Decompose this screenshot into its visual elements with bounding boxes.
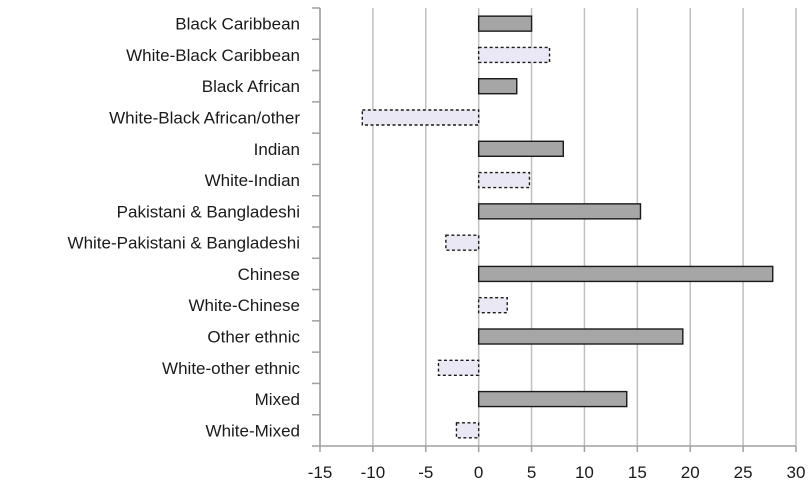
- category-label: Black Caribbean: [175, 15, 300, 34]
- bar-white-chinese: [477, 297, 508, 314]
- bar-indian: [477, 140, 564, 157]
- x-tick-label: -5: [418, 463, 433, 482]
- x-tick-label: 10: [575, 463, 594, 482]
- category-label: Mixed: [255, 390, 300, 409]
- category-label: Black African: [202, 77, 300, 96]
- x-tick-label: 0: [474, 463, 483, 482]
- x-tick-label: 5: [527, 463, 536, 482]
- category-label: White-Indian: [205, 171, 300, 190]
- category-label: White-Black African/other: [109, 109, 300, 128]
- bar-other-ethnic: [477, 328, 684, 345]
- gridlines: [319, 8, 797, 446]
- bar-black-african: [477, 78, 518, 95]
- bar-white-mixed: [455, 422, 480, 439]
- category-label: Other ethnic: [207, 328, 300, 347]
- bar-white-pakistani-bangladeshi: [445, 234, 480, 251]
- axes: [312, 7, 797, 452]
- x-tick-label: 30: [787, 463, 806, 482]
- bar-mixed: [477, 390, 628, 408]
- bar-white-indian: [477, 171, 531, 189]
- bar-white-black-african-other: [361, 109, 480, 126]
- x-tick-label: 20: [681, 463, 700, 482]
- category-label: White-Black Caribbean: [126, 46, 300, 65]
- category-label: Indian: [254, 140, 300, 159]
- x-tick-label: 15: [628, 463, 647, 482]
- category-label: White-Mixed: [206, 421, 300, 440]
- bar-black-caribbean: [477, 15, 533, 32]
- x-tick-label: 25: [734, 463, 753, 482]
- category-label: Pakistani & Bangladeshi: [117, 202, 300, 221]
- category-labels: Black Caribbean White-Black Caribbean Blac…: [68, 15, 301, 441]
- bar-white-black-caribbean: [477, 46, 551, 64]
- x-tick-labels: -15 -10 -5 0 5 10 15 20 25 30: [308, 463, 806, 482]
- category-label: White-Pakistani & Bangladeshi: [68, 234, 300, 253]
- category-label: White-other ethnic: [162, 359, 300, 378]
- bar-white-other-ethnic: [437, 359, 480, 376]
- category-label: White-Chinese: [189, 296, 301, 315]
- category-label: Chinese: [238, 265, 300, 284]
- bars: [361, 15, 774, 439]
- bar-chinese: [477, 265, 774, 283]
- bar-pakistani-bangladeshi: [477, 203, 642, 220]
- x-tick-label: -15: [308, 463, 333, 482]
- x-tick-label: -10: [361, 463, 386, 482]
